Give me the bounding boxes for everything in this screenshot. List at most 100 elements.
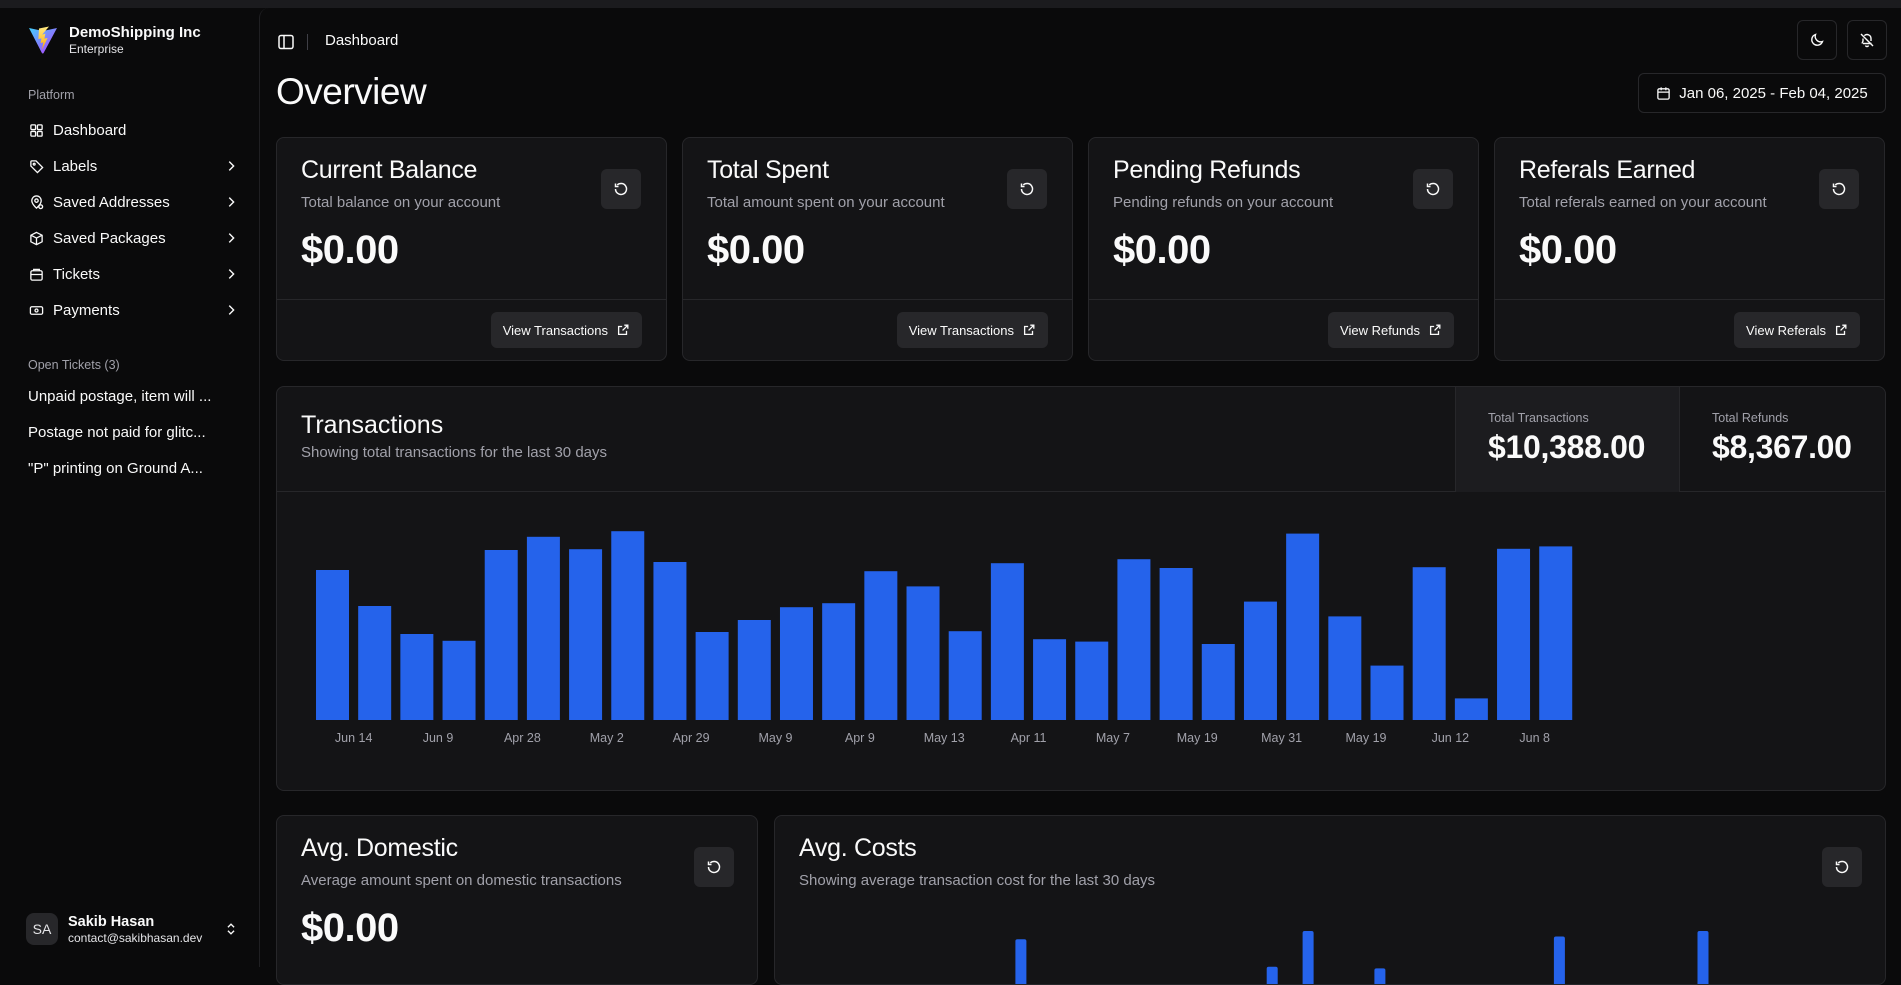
sidebar-toggle-icon[interactable] [276,32,296,52]
card-footer: View Transactions [277,299,666,360]
button-label: View Transactions [909,323,1014,338]
chart-bar[interactable] [358,606,391,720]
chart-bar[interactable] [1202,644,1235,720]
refresh-button[interactable] [1822,847,1862,887]
refresh-button[interactable] [1413,169,1453,209]
card-footer: View Referals [1495,299,1884,360]
chart-bar[interactable] [611,531,644,720]
breadcrumb[interactable]: Dashboard [325,32,398,49]
brand-switcher[interactable]: DemoShipping Inc Enterprise [27,24,201,56]
card-title: Transactions [301,411,443,440]
theme-toggle-button[interactable] [1797,20,1837,60]
avg-costs-bar-chart [775,916,1885,985]
stat-label: Total Transactions [1488,411,1589,425]
chart-bar[interactable] [400,634,433,720]
chart-bar[interactable] [443,641,476,720]
chart-bar[interactable] [864,571,897,720]
sidebar-item-payments[interactable]: Payments [20,292,246,328]
chart-bar[interactable] [1497,549,1530,720]
chart-bar[interactable] [316,570,349,720]
chart-bar[interactable] [1160,568,1193,720]
card-value: $0.00 [301,906,399,951]
chart-bar[interactable] [1117,559,1150,720]
date-range-picker[interactable]: Jan 06, 2025 - Feb 04, 2025 [1638,73,1886,113]
chevron-right-icon [224,303,238,317]
chart-bar[interactable] [991,563,1024,720]
view-refunds-button[interactable]: View Refunds [1328,312,1454,348]
refresh-icon [613,181,629,197]
chart-bar[interactable] [1033,639,1066,720]
chart-bar[interactable] [1075,642,1108,720]
chart-bar[interactable] [569,549,602,720]
user-menu[interactable]: SA Sakib Hasan contact@sakibhasan.dev [26,913,238,945]
avatar: SA [26,913,58,945]
package-icon [28,230,44,246]
stat-card-current-balance: Current Balance Total balance on your ac… [276,137,667,361]
view-transactions-button[interactable]: View Transactions [897,312,1048,348]
chart-bar[interactable] [1303,931,1314,985]
refresh-button[interactable] [1819,169,1859,209]
stat-card-total-spent: Total Spent Total amount spent on your a… [682,137,1073,361]
chart-bar[interactable] [1539,546,1572,720]
transactions-card: Transactions Showing total transactions … [276,386,1886,791]
x-tick-label: Jun 9 [423,731,454,745]
sidebar: DemoShipping Inc Enterprise Platform Das… [0,8,259,967]
chart-bar[interactable] [1244,602,1277,720]
chart-bar[interactable] [822,603,855,720]
chart-bar[interactable] [1554,937,1565,985]
open-ticket-item[interactable]: Postage not paid for glitc... [20,414,246,450]
chart-bar[interactable] [653,562,686,720]
chart-bar[interactable] [1015,939,1026,985]
sidebar-item-label: Tickets [53,266,224,283]
sidebar-item-labels[interactable]: Labels [20,148,246,184]
x-tick-label: Jun 14 [335,731,373,745]
payment-icon [28,302,44,318]
x-tick-label: May 19 [1346,731,1387,745]
x-tick-label: May 19 [1177,731,1218,745]
user-email: contact@sakibhasan.dev [68,931,202,945]
refresh-button[interactable] [1007,169,1047,209]
open-ticket-item[interactable]: "P" printing on Ground A... [20,450,246,486]
chart-bar[interactable] [1374,968,1385,985]
view-referals-button[interactable]: View Referals [1734,312,1860,348]
button-label: View Referals [1746,323,1826,338]
chart-bar[interactable] [485,550,518,720]
chart-bar[interactable] [1286,534,1319,720]
card-description: Average amount spent on domestic transac… [301,872,622,889]
card-value: $0.00 [1113,228,1211,273]
stat-label: Total Refunds [1712,411,1788,425]
open-tickets-list: Unpaid postage, item will ... Postage no… [20,378,246,486]
chevron-right-icon [224,267,238,281]
sidebar-item-saved-packages[interactable]: Saved Packages [20,220,246,256]
notifications-button[interactable] [1847,20,1887,60]
sidebar-item-saved-addresses[interactable]: Saved Addresses [20,184,246,220]
chart-bar[interactable] [907,586,940,720]
chart-bar[interactable] [1698,931,1709,985]
avg-domestic-card: Avg. Domestic Average amount spent on do… [276,815,758,985]
sidebar-item-tickets[interactable]: Tickets [20,256,246,292]
chart-bar[interactable] [949,631,982,720]
brand-name: DemoShipping Inc [69,24,201,42]
refresh-icon [1834,859,1850,875]
refresh-button[interactable] [601,169,641,209]
sidebar-item-dashboard[interactable]: Dashboard [20,112,246,148]
refresh-icon [1831,181,1847,197]
total-refunds-tab[interactable]: Total Refunds $8,367.00 [1679,387,1886,492]
external-link-icon [1834,323,1848,337]
chart-bar[interactable] [780,607,813,720]
chart-bar[interactable] [527,537,560,720]
chart-bar[interactable] [1328,616,1361,720]
refresh-button[interactable] [694,847,734,887]
chart-bar[interactable] [696,632,729,720]
chart-bar[interactable] [1413,567,1446,720]
chart-bar[interactable] [738,620,771,720]
button-label: View Transactions [503,323,608,338]
open-ticket-item[interactable]: Unpaid postage, item will ... [20,378,246,414]
chart-bar[interactable] [1371,666,1404,720]
chevron-right-icon [224,159,238,173]
chart-bar[interactable] [1455,698,1488,720]
total-transactions-tab[interactable]: Total Transactions $10,388.00 [1455,387,1679,492]
card-description: Total amount spent on your account [707,194,945,211]
view-transactions-button[interactable]: View Transactions [491,312,642,348]
chart-bar[interactable] [1267,967,1278,985]
